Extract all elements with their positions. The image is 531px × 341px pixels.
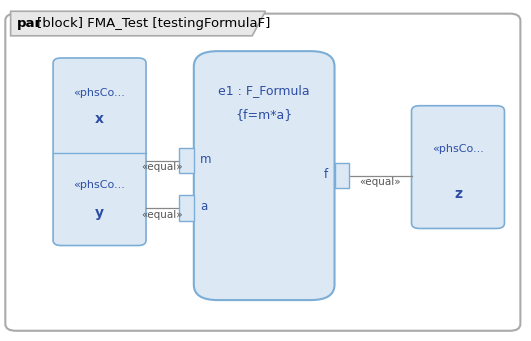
Text: «phsCo...: «phsCo... [74,180,125,191]
Text: z: z [454,187,462,201]
Text: «phsCo...: «phsCo... [432,144,484,154]
FancyBboxPatch shape [412,106,504,228]
Text: «equal»: «equal» [142,210,183,220]
Text: e1 : F_Formula: e1 : F_Formula [218,84,310,97]
Text: a: a [200,200,208,213]
FancyBboxPatch shape [53,58,146,246]
Polygon shape [11,11,266,36]
Text: x: x [95,112,104,126]
Text: {f=m*a}: {f=m*a} [236,108,293,121]
Text: «phsCo...: «phsCo... [74,88,125,99]
Text: [block] FMA_Test [testingFormulaF]: [block] FMA_Test [testingFormulaF] [37,17,270,30]
Text: par: par [17,17,42,30]
Text: f: f [324,168,328,181]
Text: «equal»: «equal» [142,162,183,173]
Text: m: m [200,153,212,166]
Text: y: y [95,206,104,220]
FancyBboxPatch shape [194,51,335,300]
Bar [335,163,349,188]
Text: «equal»: «equal» [359,177,401,187]
Bar [179,148,194,174]
Bar [179,195,194,221]
FancyBboxPatch shape [5,14,520,331]
